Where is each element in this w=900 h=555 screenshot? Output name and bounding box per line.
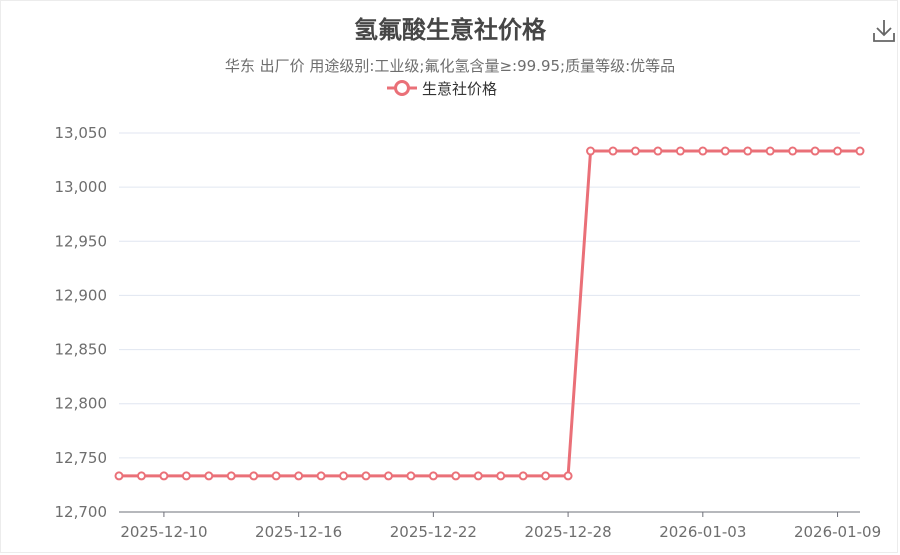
data-point (451, 471, 461, 481)
data-point (496, 471, 506, 481)
data-point (473, 471, 483, 481)
data-point (428, 471, 438, 481)
data-point (136, 471, 146, 481)
x-tick-label: 2026-01-09 (794, 523, 881, 541)
y-tick-label: 12,750 (55, 449, 108, 467)
data-point (586, 146, 596, 156)
data-point (114, 471, 124, 481)
y-tick-label: 12,950 (55, 232, 108, 250)
y-tick-label: 12,800 (55, 395, 108, 413)
data-point (361, 471, 371, 481)
x-tick-label: 2025-12-28 (524, 523, 611, 541)
legend-swatch-icon (387, 80, 417, 96)
y-tick-label: 13,000 (55, 178, 108, 196)
y-tick-label: 12,700 (55, 503, 108, 521)
data-point (653, 146, 663, 156)
data-point (563, 471, 573, 481)
data-point (271, 471, 281, 481)
data-point (383, 471, 393, 481)
download-icon (873, 20, 895, 42)
data-point (855, 146, 865, 156)
data-point (765, 146, 775, 156)
data-point (608, 146, 618, 156)
data-point (833, 146, 843, 156)
data-point (406, 471, 416, 481)
y-tick-label: 12,900 (55, 286, 108, 304)
chart-subtitle: 华东 出厂价 用途级别:工业级;氟化氢含量≥:99.95;质量等级:优等品 (224, 57, 676, 75)
series-line (119, 149, 860, 478)
data-point (181, 471, 191, 481)
x-tick-label: 2026-01-03 (659, 523, 746, 541)
legend-item[interactable]: 生意社价格 (387, 77, 497, 99)
data-point (518, 471, 528, 481)
data-point (788, 146, 798, 156)
download-button[interactable] (870, 16, 898, 46)
chart-title: 氢氟酸生意社价格 (354, 16, 546, 44)
data-point (720, 146, 730, 156)
legend-label: 生意社价格 (422, 79, 498, 98)
data-point (630, 146, 640, 156)
data-point (249, 471, 259, 481)
data-point (541, 471, 551, 481)
y-tick-label: 12,850 (55, 341, 108, 359)
data-point (339, 471, 349, 481)
data-point (698, 146, 708, 156)
data-point (743, 146, 753, 156)
data-point (675, 146, 685, 156)
x-tick-label: 2025-12-16 (255, 523, 342, 541)
data-point (226, 471, 236, 481)
x-tick-label: 2025-12-22 (390, 523, 477, 541)
data-point (159, 471, 169, 481)
data-point (204, 471, 214, 481)
x-tick-label: 2025-12-10 (120, 523, 207, 541)
data-point (316, 471, 326, 481)
data-point (810, 146, 820, 156)
y-tick-label: 13,050 (55, 124, 108, 142)
data-point (294, 471, 304, 481)
